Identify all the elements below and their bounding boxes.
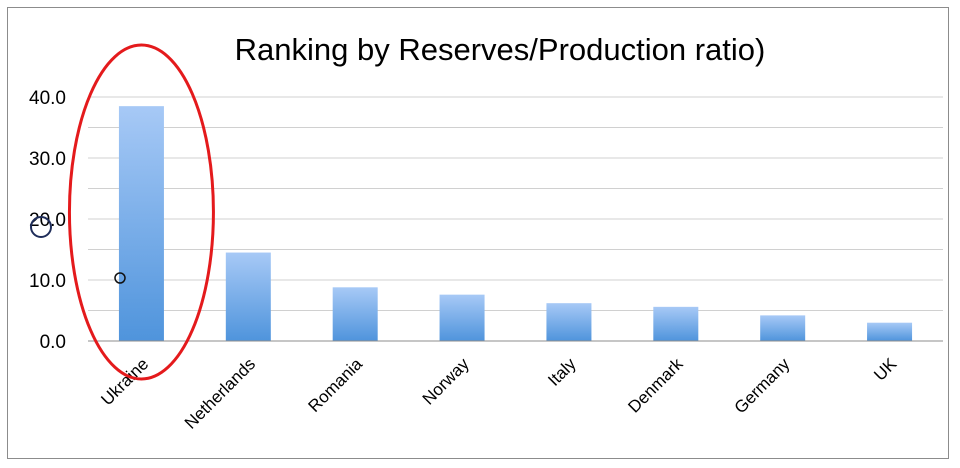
- bar-germany: [760, 315, 806, 341]
- x-tick-label: Denmark: [624, 354, 687, 417]
- bar-denmark: [653, 306, 699, 341]
- x-tick-label: Romania: [304, 354, 366, 416]
- bars: [118, 106, 913, 342]
- bar-norway: [439, 294, 485, 341]
- bar-chart: Ranking by Reserves/Production ratio) 0.…: [29, 32, 943, 433]
- x-tick-label: Norway: [419, 354, 474, 409]
- x-tick-label: Ukraine: [97, 354, 152, 409]
- y-tick-label: 10.0: [29, 271, 66, 292]
- y-tick-label: 30.0: [29, 149, 66, 170]
- x-tick-label: UK: [870, 354, 901, 385]
- chart-frame: Ranking by Reserves/Production ratio) 0.…: [7, 7, 949, 459]
- bar-netherlands: [225, 252, 271, 341]
- bar-ukraine: [118, 106, 164, 342]
- bar-uk: [867, 322, 913, 341]
- circle-marker-small: [114, 272, 126, 284]
- y-tick-label: 40.0: [29, 88, 66, 109]
- x-tick-label: Germany: [731, 354, 794, 417]
- x-tick-label: Italy: [544, 354, 580, 390]
- highlight-ellipse: [67, 43, 215, 381]
- gridlines: [88, 96, 943, 311]
- y-axis-ticks: 0.010.020.030.040.0: [29, 88, 66, 353]
- chart-title: Ranking by Reserves/Production ratio): [235, 32, 766, 67]
- x-axis-ticks: Ukraine Netherlands Romania Norway Italy Denm…: [97, 354, 900, 433]
- y-tick-label: 0.0: [40, 332, 66, 353]
- bar-romania: [332, 287, 378, 341]
- x-tick-label: Netherlands: [181, 354, 259, 432]
- circle-marker-large: [30, 216, 52, 238]
- bar-italy: [546, 303, 592, 341]
